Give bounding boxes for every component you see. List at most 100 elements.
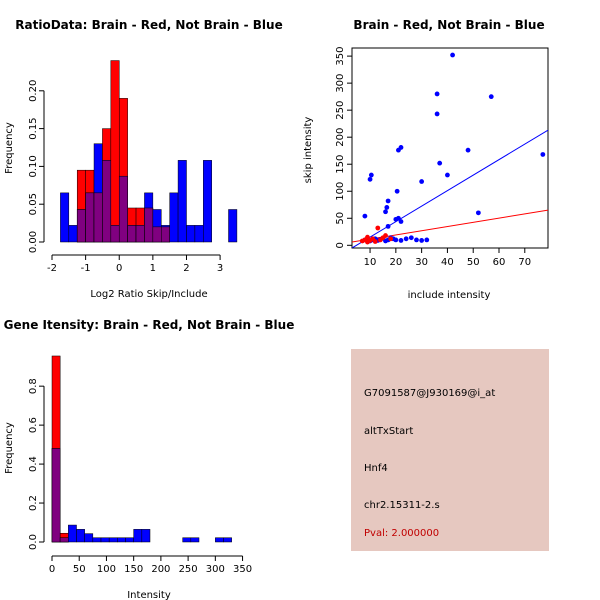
intensity-bar-not-brain	[68, 524, 77, 543]
intensity-bar-overlap	[51, 448, 61, 543]
ratio-x-tick-label: -2	[47, 263, 57, 274]
intensity-bar-not-brain	[190, 537, 200, 543]
scatter-point-not-brain	[450, 52, 455, 58]
intensity-y-tick-label: 0.6	[28, 417, 39, 433]
scatter-point-brain	[375, 225, 381, 231]
ratio-bar-not-brain	[194, 225, 204, 243]
scatter-panel: Brain - Red, Not Brain - Blue include in…	[303, 18, 549, 301]
intensity-x-tick-label: 0	[49, 564, 55, 575]
scatter-xlabel: include intensity	[408, 290, 491, 301]
ratio-bar-not-brain	[68, 225, 78, 243]
ratio-histogram-marks: -2 -1 0 1 2 3 0.00 0.05 0.10 0.15 0.20	[28, 60, 238, 274]
info-box-background	[351, 349, 549, 551]
scatter-point-not-brain	[434, 111, 440, 117]
intensity-histogram-ylabel: Frequency	[4, 422, 15, 474]
scatter-point-not-brain	[540, 152, 546, 157]
scatter-point-not-brain	[368, 172, 374, 178]
intensity-y-tick-label: 0.2	[28, 495, 39, 511]
intensity-bar-not-brain	[141, 529, 151, 543]
scatter-point-not-brain	[403, 236, 409, 242]
intensity-bar-not-brain	[84, 533, 94, 543]
ratio-bar-overlap	[102, 160, 112, 243]
scatter-y-tick-label: 350	[335, 47, 346, 66]
scatter-x-tick-label: 10	[364, 257, 377, 268]
scatter-point-not-brain	[414, 237, 419, 243]
scatter-x-tick-label: 40	[441, 257, 454, 268]
scatter-point-not-brain	[488, 94, 494, 100]
scatter-x-tick-label: 30	[415, 257, 428, 268]
scatter-y-tick-label: 150	[335, 155, 346, 174]
ratio-x-tick-label: 2	[183, 263, 189, 274]
scatter-point-not-brain	[385, 198, 391, 204]
scatter-point-not-brain	[434, 91, 440, 97]
ratio-bar-overlap	[85, 192, 95, 243]
scatter-point-not-brain	[384, 205, 390, 210]
ratio-bar-overlap	[161, 226, 170, 243]
intensity-x-tick-label: 150	[124, 564, 143, 575]
scatter-point-brain	[383, 233, 388, 238]
scatter-y-tick-label: 300	[335, 74, 346, 93]
scatter-y-tick-label: 200	[335, 128, 346, 147]
scatter-point-not-brain	[383, 209, 388, 215]
ratio-y-tick-label: 0.00	[28, 231, 39, 253]
intensity-bar-not-brain	[223, 537, 232, 543]
scatter-point-not-brain	[408, 235, 414, 241]
scatter-point-not-brain	[385, 223, 391, 229]
scatter-title: Brain - Red, Not Brain - Blue	[353, 18, 544, 32]
ratio-bar-overlap	[118, 175, 128, 243]
ratio-histogram-ylabel: Frequency	[4, 122, 15, 174]
intensity-x-tick-label: 100	[97, 564, 116, 575]
event-type: altTxStart	[364, 426, 413, 437]
scatter-point-not-brain	[398, 145, 404, 150]
scatter-marks: 10 20 30 40 50 60 70 0 50 100 150 200 250 300 350	[335, 47, 549, 268]
scatter-point-not-brain	[465, 147, 471, 153]
intensity-x-tick-label: 250	[179, 564, 198, 575]
ratio-histogram-panel: RatioData: Brain - Red, Not Brain - Blue…	[4, 18, 283, 300]
intensity-bar-not-brain	[108, 537, 118, 543]
scatter-point-not-brain	[398, 219, 404, 224]
intensity-bar-not-brain	[76, 529, 85, 543]
scatter-plot-frame	[351, 47, 549, 249]
scatter-point-not-brain	[475, 210, 481, 216]
ratio-y-tick-label: 0.10	[28, 155, 39, 177]
scatter-point-brain	[388, 236, 394, 242]
scatter-x-tick-label: 50	[467, 257, 480, 268]
scatter-y-tick-label: 250	[335, 101, 346, 120]
ratio-histogram-title: RatioData: Brain - Red, Not Brain - Blue	[15, 18, 282, 32]
scatter-y-tick-label: 0	[335, 242, 346, 248]
ratio-bar-overlap	[110, 225, 120, 243]
intensity-histogram-panel: Gene Itensity: Brain - Red, Not Brain - …	[4, 318, 295, 600]
scatter-y-tick-label: 100	[335, 182, 346, 201]
scatter-point-not-brain	[394, 188, 400, 194]
scatter-point-not-brain	[419, 179, 425, 184]
ratio-bar-overlap	[76, 209, 86, 243]
intensity-x-tick-label: 50	[73, 564, 86, 575]
pval-text: Pval: 2.000000	[364, 528, 439, 539]
intensity-bar-overlap	[59, 537, 69, 543]
ratio-bar-not-brain	[203, 160, 212, 243]
ratio-x-tick-label: -1	[81, 263, 91, 274]
intensity-histogram-title: Gene Itensity: Brain - Red, Not Brain - …	[4, 318, 295, 332]
ratio-x-tick-label: 0	[116, 263, 122, 274]
scatter-point-not-brain	[393, 216, 399, 222]
scatter-point-brain	[365, 234, 370, 240]
intensity-y-tick-label: 0.0	[28, 534, 39, 550]
ratio-bar-overlap	[127, 225, 137, 243]
ratio-bar-brain	[110, 60, 120, 243]
ratio-bar-not-brain	[60, 192, 70, 243]
locus-id: chr2.15311-2.s	[364, 500, 440, 511]
ratio-histogram-xlabel: Log2 Ratio Skip/Include	[90, 289, 207, 300]
ratio-bar-overlap	[135, 225, 145, 243]
ratio-y-tick-label: 0.15	[28, 117, 39, 139]
scatter-y-tick-label: 50	[335, 212, 346, 225]
intensity-y-tick-label: 0.8	[28, 378, 39, 394]
intensity-bar-not-brain	[125, 537, 134, 543]
scatter-point-not-brain	[398, 238, 404, 243]
scatter-point-brain	[372, 239, 378, 244]
ratio-bar-not-brain	[177, 160, 187, 243]
intensity-x-tick-label: 200	[151, 564, 170, 575]
intensity-histogram-marks: 0 50 100 150 200 250 300 350 0.0 0.2 0.4 0.6 0.8	[28, 355, 252, 575]
intensity-bar-not-brain	[92, 537, 102, 543]
ratio-bar-overlap	[93, 192, 103, 243]
scatter-fit-line-not-brain	[352, 129, 548, 248]
